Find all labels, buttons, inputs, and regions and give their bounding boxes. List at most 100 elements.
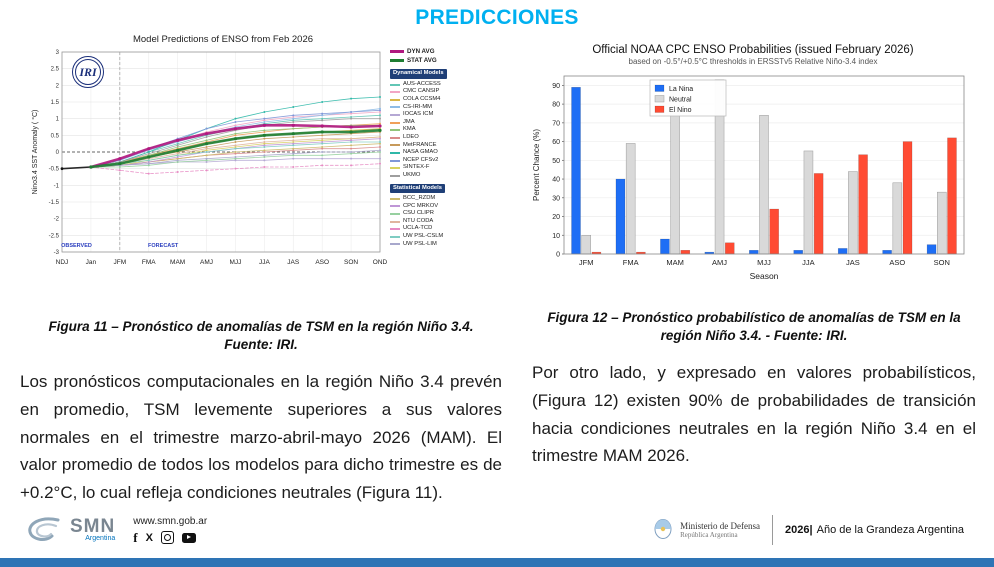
facebook-icon[interactable]: f — [133, 529, 138, 545]
legend-item: CPC MRKOV — [390, 203, 488, 211]
model-line-marker — [205, 139, 208, 142]
model-line-marker — [263, 119, 266, 122]
model-line-marker — [350, 137, 353, 140]
average-line-marker — [89, 165, 93, 169]
legend-swatch — [390, 144, 400, 147]
legend-item: La Nina — [669, 86, 693, 93]
model-line-marker — [292, 141, 295, 143]
legend-swatch — [390, 159, 400, 162]
figure-12-caption: Figura 12 – Pronóstico probabilístico de… — [547, 310, 961, 344]
bar — [680, 250, 691, 255]
legend-average-item: DYN AVG — [390, 48, 488, 56]
model-line-marker — [205, 159, 208, 162]
plume-y-tick: -3 — [54, 250, 60, 256]
legend-item: IOCAS ICM — [390, 111, 488, 119]
legend-swatch — [390, 136, 400, 139]
legend-swatch — [390, 121, 400, 124]
model-line-marker — [176, 161, 179, 163]
bar — [660, 238, 670, 255]
smn-wordmark: SMN Argentina — [70, 517, 115, 542]
model-line-marker — [321, 112, 324, 115]
figure-11-caption: Figura 11 – Pronóstico de anomalías de T… — [48, 319, 474, 353]
average-line-marker — [291, 132, 295, 136]
model-line-marker — [321, 117, 324, 120]
instagram-icon[interactable] — [160, 531, 174, 544]
bar-y-tick: 80 — [552, 102, 560, 109]
bar-chart-subtitle: based on -0.5°/+0.5°C thresholds in ERSS… — [628, 57, 878, 66]
model-line-marker — [205, 151, 208, 153]
legend-swatch — [390, 91, 400, 94]
model-line-marker — [350, 111, 353, 113]
model-line-marker — [379, 142, 381, 145]
model-line-marker — [350, 152, 353, 155]
model-line-marker — [176, 157, 179, 160]
legend-group-header: Statistical Models — [390, 183, 445, 194]
model-line-marker — [263, 121, 266, 123]
year-label: 2026| — [785, 524, 813, 536]
footer-left: SMN Argentina www.smn.gob.ar f X — [22, 514, 207, 546]
x-twitter-icon[interactable]: X — [145, 531, 153, 544]
bar — [892, 182, 903, 255]
average-line-marker — [320, 124, 324, 128]
model-line-marker — [379, 146, 381, 148]
model-line-marker — [321, 139, 324, 142]
model-line-marker — [147, 164, 150, 167]
forecast-label: FORECAST — [148, 243, 179, 249]
model-line-marker — [379, 162, 381, 165]
footer-divider — [772, 515, 774, 545]
model-line-marker — [379, 151, 381, 153]
model-line-marker — [205, 146, 208, 148]
legend-item: MetFRANCE — [390, 142, 488, 150]
figure-11: Model Predictions of ENSO from Feb 2026 … — [18, 32, 504, 354]
plume-y-tick: 0 — [56, 150, 60, 156]
plume-y-tick: 1.5 — [51, 100, 60, 106]
enso-prob-chart: Official NOAA CPC ENSO Probabilities (is… — [530, 44, 976, 299]
model-line-marker — [350, 97, 353, 100]
bar — [759, 115, 769, 255]
bar-y-tick: 30 — [552, 195, 560, 202]
legend-item: AUS-ACCESS — [390, 81, 488, 89]
bar — [837, 248, 848, 255]
model-line-marker — [263, 137, 266, 140]
legend-item: NASA GMAO — [390, 149, 488, 157]
legend-item: COLA CCSM4 — [390, 96, 488, 104]
website-link[interactable]: www.smn.gob.ar — [133, 516, 208, 527]
average-line-marker — [378, 124, 382, 128]
model-line-marker — [350, 112, 353, 115]
bar-x-tick: AMJ — [712, 258, 727, 267]
model-line-marker — [176, 142, 179, 145]
youtube-icon[interactable] — [181, 532, 196, 543]
ministry-block: Ministerio de Defensa República Argentin… — [653, 518, 760, 542]
plume-x-tick: JJA — [259, 259, 271, 266]
bar-x-tick: JFM — [579, 258, 594, 267]
figure-12: Official NOAA CPC ENSO Probabilities (is… — [530, 44, 978, 345]
legend-swatch — [390, 113, 400, 116]
model-line-marker — [350, 117, 353, 120]
bar-y-tick: 90 — [552, 83, 560, 90]
legend-item: CMC CANSIP — [390, 88, 488, 96]
model-line-marker — [350, 147, 353, 150]
model-line-marker — [321, 101, 324, 103]
model-line-marker — [292, 106, 295, 108]
model-line-marker — [147, 172, 150, 175]
bar — [848, 171, 858, 255]
model-line-marker — [234, 156, 237, 158]
right-column: Official NOAA CPC ENSO Probabilities (is… — [530, 32, 978, 506]
model-line-marker — [118, 169, 121, 172]
ministry-country: República Argentina — [680, 531, 738, 539]
ministry-text: Ministerio de Defensa República Argentin… — [680, 521, 760, 539]
legend-item: Neutral — [669, 97, 692, 104]
model-line-marker — [292, 152, 295, 155]
model-line-marker — [205, 169, 208, 172]
average-line-marker — [378, 128, 382, 132]
model-line-marker — [263, 151, 266, 153]
model-line-marker — [205, 127, 208, 130]
smn-logo: SMN Argentina — [22, 514, 115, 546]
bar — [813, 173, 824, 255]
model-line-marker — [321, 142, 324, 145]
model-line-marker — [350, 157, 353, 160]
model-line-marker — [234, 157, 237, 160]
average-line-marker — [118, 157, 122, 161]
model-line-marker — [234, 141, 237, 143]
